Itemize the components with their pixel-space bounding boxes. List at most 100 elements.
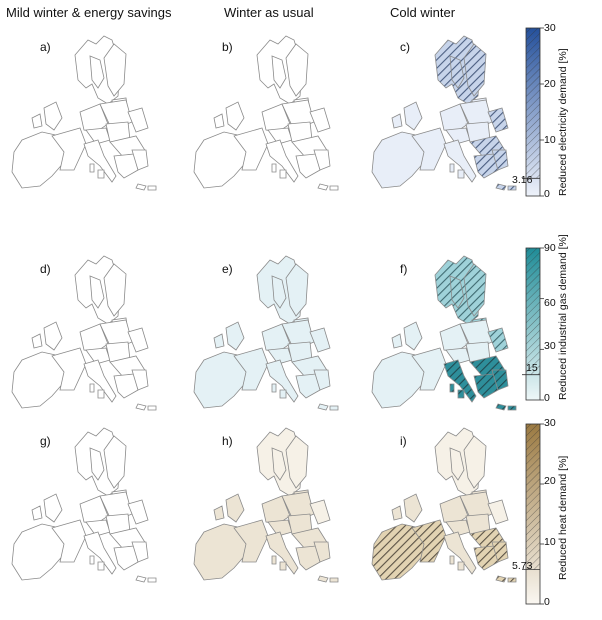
country-shape	[285, 263, 309, 317]
country-shape	[131, 541, 149, 563]
country-shape	[495, 575, 507, 583]
country-shape	[295, 153, 321, 179]
country-shape	[313, 369, 331, 391]
country-shape	[391, 505, 403, 521]
country-shape	[449, 275, 465, 309]
country-shape	[11, 523, 67, 581]
column-title-cold-winter: Cold winter	[390, 5, 456, 20]
country-shape	[463, 43, 487, 97]
colorbar-hatch	[526, 248, 540, 375]
tick-g-30: 30	[544, 340, 556, 352]
panel-label-b: b)	[222, 40, 233, 54]
country-shape	[309, 327, 331, 353]
map-panel-g	[11, 427, 157, 583]
country-shape	[391, 333, 403, 349]
country-shape	[11, 131, 67, 189]
country-shape	[329, 577, 339, 583]
country-shape	[473, 373, 499, 399]
country-shape	[233, 127, 269, 171]
country-shape	[265, 359, 299, 403]
country-shape	[43, 493, 63, 523]
country-shape	[491, 369, 509, 391]
panel-label-g: g)	[40, 434, 51, 448]
map-panel-e	[193, 255, 339, 411]
country-shape	[225, 493, 245, 523]
country-shape	[279, 169, 287, 179]
country-shape	[487, 107, 509, 133]
tick-h-20: 20	[544, 475, 556, 487]
country-shape	[233, 347, 269, 391]
country-shape	[495, 183, 507, 191]
country-shape	[473, 153, 499, 179]
country-shape	[507, 185, 517, 191]
country-shape	[271, 555, 277, 565]
country-shape	[213, 113, 225, 129]
colorbar-hatch	[526, 424, 540, 570]
country-shape	[89, 275, 105, 309]
country-shape	[225, 321, 245, 351]
tick-h-10: 10	[544, 536, 556, 548]
country-shape	[103, 43, 127, 97]
threshold-g: 15	[526, 362, 538, 374]
tick-g-90: 90	[544, 242, 556, 254]
map-panel-f	[371, 255, 517, 411]
country-shape	[371, 131, 427, 189]
country-shape	[491, 541, 509, 563]
country-shape	[51, 347, 87, 391]
country-shape	[131, 149, 149, 171]
country-shape	[127, 327, 149, 353]
country-shape	[403, 493, 423, 523]
tick-e-0: 0	[544, 188, 550, 200]
panel-label-a: a)	[40, 40, 51, 54]
panel-label-c: c)	[400, 40, 410, 54]
country-shape	[309, 499, 331, 525]
country-shape	[97, 389, 105, 399]
country-shape	[411, 127, 447, 171]
country-shape	[193, 351, 249, 409]
country-shape	[317, 575, 329, 583]
country-shape	[265, 531, 299, 575]
country-shape	[295, 545, 321, 571]
country-shape	[279, 389, 287, 399]
country-shape	[457, 561, 465, 571]
country-shape	[463, 263, 487, 317]
country-shape	[225, 101, 245, 131]
country-shape	[127, 499, 149, 525]
map-panel-b	[193, 35, 339, 191]
country-shape	[213, 505, 225, 521]
panel-label-d: d)	[40, 262, 51, 276]
tick-g-0: 0	[544, 392, 550, 404]
colorbar-label-electricity: Reduced electricity demand [%]	[557, 48, 569, 196]
country-shape	[89, 447, 105, 481]
map-panel-h	[193, 427, 339, 583]
country-shape	[449, 383, 455, 393]
country-shape	[411, 347, 447, 391]
country-shape	[403, 101, 423, 131]
country-shape	[487, 327, 509, 353]
map-panel-a	[11, 35, 157, 191]
map-panel-c	[371, 35, 517, 191]
country-shape	[11, 351, 67, 409]
country-shape	[193, 131, 249, 189]
country-shape	[271, 55, 287, 89]
country-shape	[127, 107, 149, 133]
country-shape	[97, 561, 105, 571]
country-shape	[463, 435, 487, 489]
panel-label-i: i)	[400, 434, 407, 448]
threshold-h: 5.73	[512, 560, 533, 572]
map-panel-d	[11, 255, 157, 411]
country-shape	[411, 519, 447, 563]
column-title-winter-as-usual: Winter as usual	[224, 5, 314, 20]
country-shape	[135, 403, 147, 411]
country-shape	[271, 275, 287, 309]
country-shape	[371, 523, 427, 581]
country-shape	[83, 531, 117, 575]
country-shape	[43, 101, 63, 131]
country-shape	[317, 183, 329, 191]
country-shape	[443, 359, 477, 403]
country-shape	[147, 185, 157, 191]
country-shape	[113, 545, 139, 571]
panel-label-f: f)	[400, 262, 408, 276]
country-shape	[271, 383, 277, 393]
